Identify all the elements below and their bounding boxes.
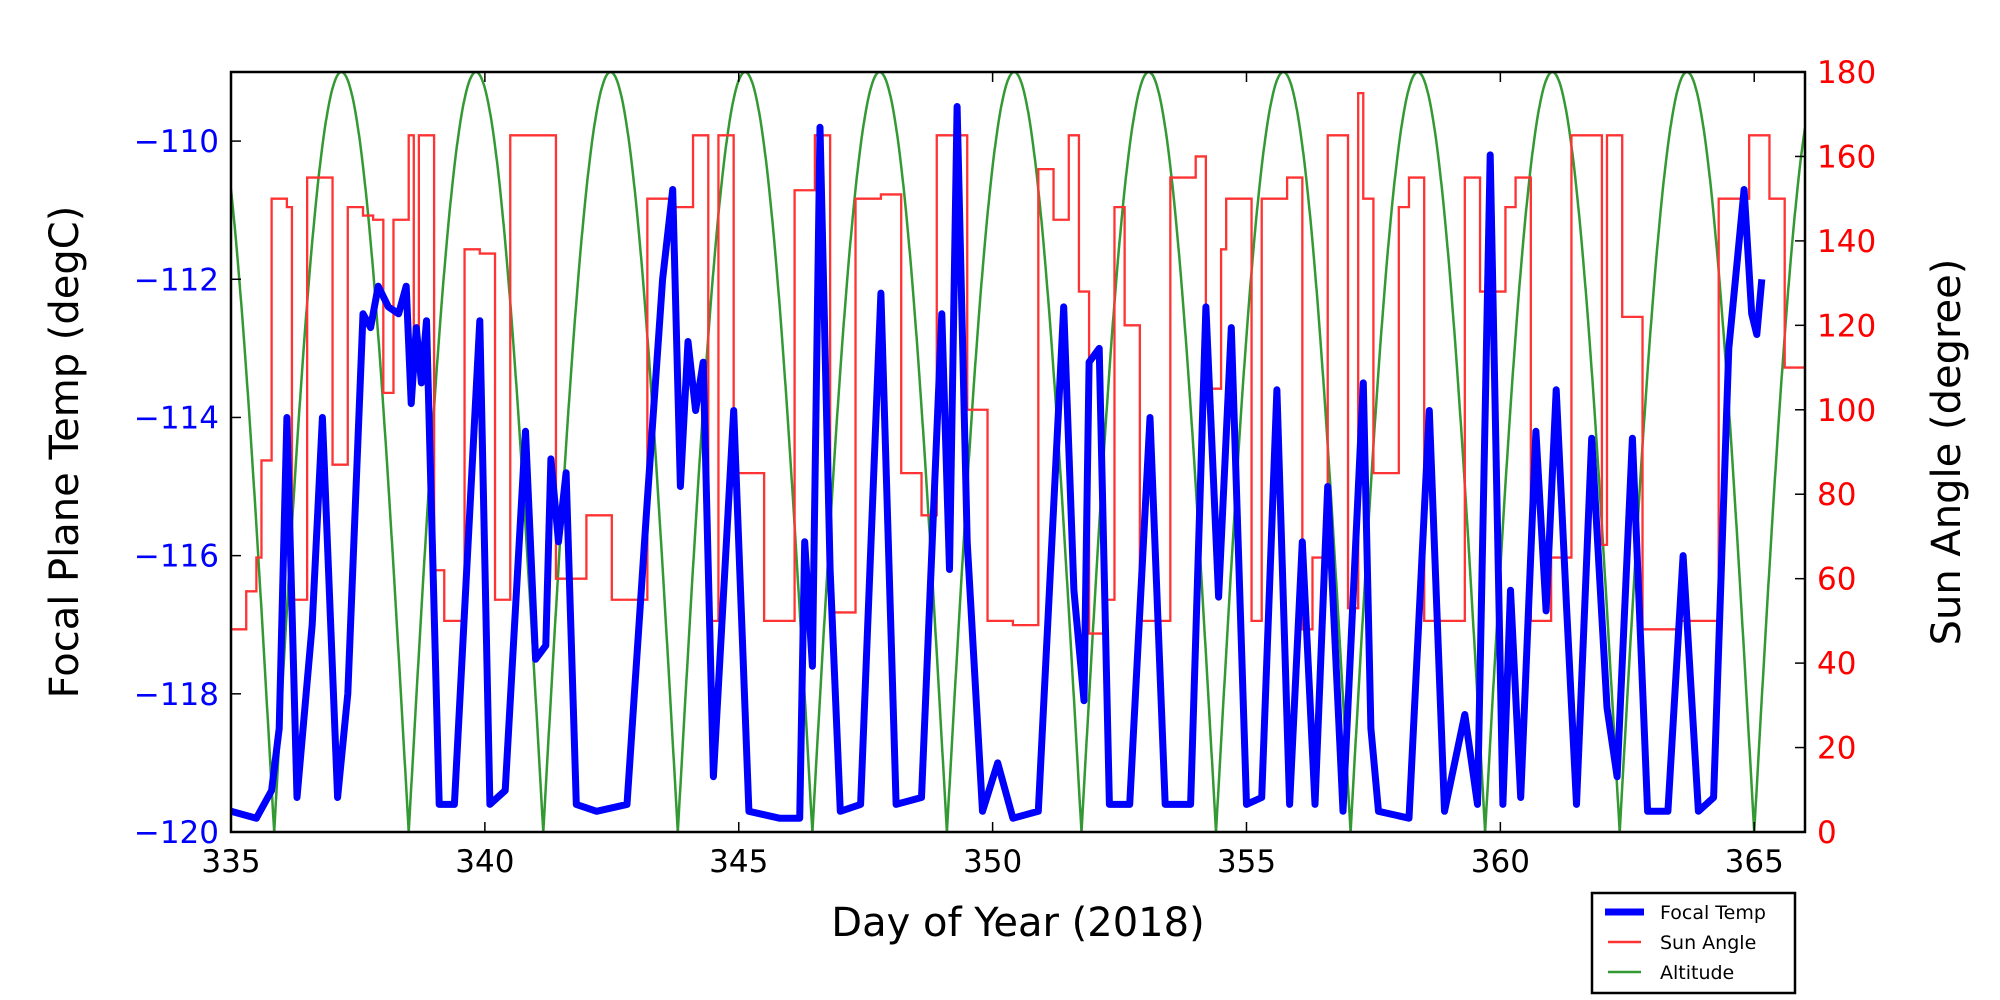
y-right-tick-label: 0: [1817, 815, 1837, 851]
y-right-tick-label: 140: [1817, 224, 1876, 260]
legend-label-focal-temp: Focal Temp: [1660, 902, 1766, 924]
y-axis-label-right: Sun Angle (degree): [1924, 259, 1970, 646]
series-layer: [231, 72, 1805, 832]
y-right-tick-label: 120: [1817, 308, 1876, 344]
y-axis-label-left: Focal Plane Temp (degC): [42, 206, 88, 699]
y-right-tick-label: 80: [1817, 477, 1856, 513]
y-left-tick-label: −116: [134, 539, 219, 575]
plot-frame: [229, 70, 1807, 834]
y-left-tick-label: −112: [134, 262, 219, 298]
y-right-tick-label: 180: [1817, 55, 1876, 91]
x-tick-label: 350: [963, 844, 1022, 880]
legend: Focal Temp Sun Angle Altitude: [1590, 891, 1797, 995]
x-tick-label: 360: [1471, 844, 1530, 880]
y-left-tick-label: −120: [134, 815, 219, 851]
x-tick-label: 355: [1217, 844, 1276, 880]
legend-label-sun-angle: Sun Angle: [1660, 932, 1756, 954]
x-tick-label: 340: [455, 844, 514, 880]
sun-angle-line: [231, 91, 1805, 635]
y-left-tick-label: −118: [134, 677, 219, 713]
y-right-tick-label: 100: [1817, 393, 1876, 429]
y-right-tick-label: 160: [1817, 139, 1876, 175]
altitude-line: [231, 72, 1805, 832]
x-axis-label: Day of Year (2018): [831, 900, 1204, 946]
y-right-tick-label: 40: [1817, 646, 1856, 682]
y-left-tick-label: −110: [134, 124, 219, 160]
y-right-tick-label: 20: [1817, 731, 1856, 767]
x-tick-label: 365: [1725, 844, 1784, 880]
legend-label-altitude: Altitude: [1660, 962, 1734, 984]
ticks-layer: 335 340 345 350 355 360 365 −120 −118 −116 −114 −11…: [134, 55, 1876, 880]
y-right-tick-label: 60: [1817, 562, 1856, 598]
x-tick-label: 335: [201, 844, 260, 880]
focal-temp-line: [231, 103, 1766, 822]
x-tick-label: 345: [709, 844, 768, 880]
y-left-tick-label: −114: [134, 400, 219, 436]
